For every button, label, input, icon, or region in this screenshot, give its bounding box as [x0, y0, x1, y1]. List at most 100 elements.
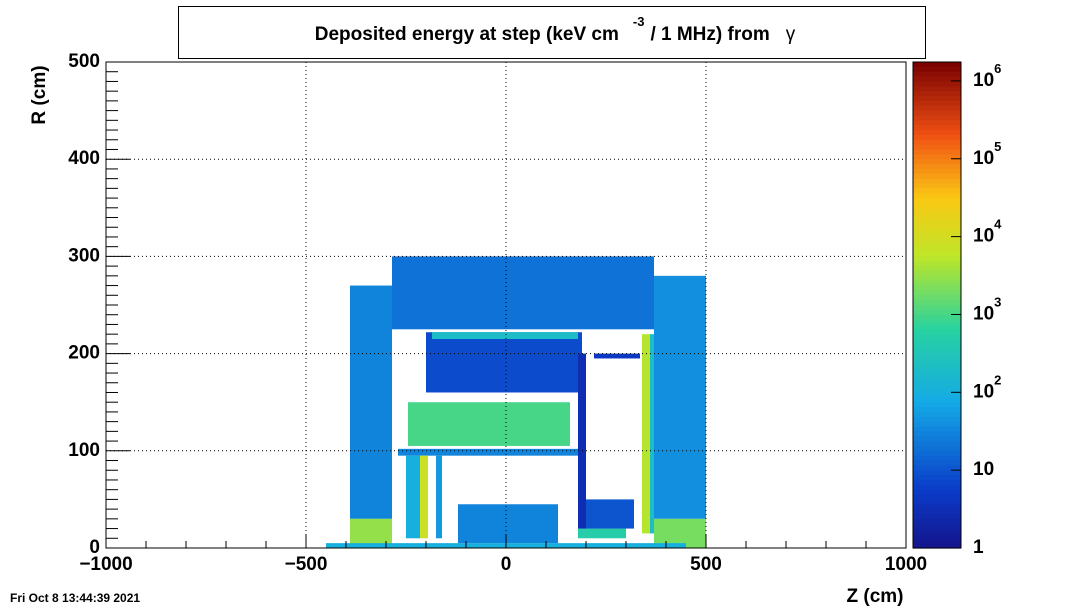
x-tick-label: 0 — [501, 554, 512, 575]
colorbar-tick-label: 103 — [973, 295, 1001, 325]
colorbar-step — [913, 217, 961, 223]
heat-cell — [436, 455, 442, 539]
colorbar-tick-exp: 2 — [994, 373, 1001, 388]
colorbar-tick-label: 10 — [973, 459, 994, 480]
colorbar-step — [913, 329, 961, 335]
colorbar-step — [913, 222, 961, 228]
colorbar-tick-base: 10 — [973, 70, 994, 91]
colorbar-step — [913, 470, 961, 476]
colorbar-step — [913, 368, 961, 374]
colorbar-step — [913, 256, 961, 262]
heat-cell — [420, 455, 428, 539]
colorbar-tick-base: 10 — [973, 226, 994, 247]
colorbar-step — [913, 154, 961, 160]
colorbar-step — [913, 494, 961, 500]
colorbar-step — [913, 173, 961, 180]
colorbar-step — [913, 533, 961, 539]
colorbar-step — [913, 373, 961, 379]
timestamp: Fri Oct 8 13:44:39 2021 — [10, 591, 140, 605]
colorbar-step — [913, 81, 961, 87]
colorbar-step — [913, 134, 961, 141]
colorbar-step — [913, 343, 961, 350]
heat-cell — [408, 402, 570, 446]
x-tick-label: 500 — [690, 554, 722, 575]
colorbar-step — [913, 280, 961, 287]
colorbar-tick-label: 106 — [973, 61, 1001, 91]
colorbar-step — [913, 168, 961, 175]
heat-cell — [594, 353, 640, 359]
colorbar-step — [913, 139, 961, 146]
colorbar-step — [913, 96, 961, 102]
colorbar-step — [913, 450, 961, 457]
y-tick-label: 400 — [68, 148, 100, 169]
heat-cell — [582, 499, 634, 529]
colorbar-step — [913, 159, 961, 165]
colorbar-step — [913, 348, 961, 355]
colorbar-step — [913, 528, 961, 535]
colorbar-step — [913, 110, 961, 117]
colorbar-step — [913, 319, 961, 326]
colorbar-step — [913, 241, 961, 248]
colorbar-tick-label: 105 — [973, 139, 1001, 169]
colorbar-step — [913, 455, 961, 462]
title-rest: / 1 MHz) from — [650, 24, 769, 45]
colorbar-tick-label: 1 — [973, 537, 984, 558]
x-tick-label: −500 — [285, 554, 328, 575]
colorbar-tick-base: 1 — [973, 537, 984, 558]
colorbar-step — [913, 334, 961, 340]
title-particle: γ — [786, 24, 796, 45]
chart-title: Deposited energy at step (keV cm -3 / 1 MH… — [315, 14, 796, 45]
colorbar-step — [913, 407, 961, 413]
colorbar-step — [913, 441, 961, 447]
x-tick-label: −1000 — [79, 554, 132, 575]
colorbar-step — [913, 499, 961, 505]
colorbar-step — [913, 416, 961, 423]
colorbar-step — [913, 305, 961, 311]
colorbar-step — [913, 202, 961, 209]
colorbar-step — [913, 71, 961, 78]
y-tick-label: 100 — [68, 440, 100, 461]
colorbar-step — [913, 193, 961, 199]
x-axis-label: Z (cm) — [847, 586, 904, 607]
colorbar-step — [913, 266, 961, 272]
heat-cell — [392, 256, 654, 330]
colorbar-tick-exp: 5 — [994, 139, 1001, 154]
colorbar-step — [913, 397, 961, 403]
title-box — [178, 6, 926, 59]
y-tick-label: 500 — [68, 51, 100, 72]
colorbar-step — [913, 358, 961, 364]
heat-cell — [458, 504, 558, 544]
x-tick-label: 1000 — [885, 554, 927, 575]
colorbar-step — [913, 130, 961, 136]
colorbar-step — [913, 86, 961, 92]
y-axis-label: R (cm) — [29, 65, 50, 124]
colorbar-step — [913, 324, 961, 330]
colorbar-step — [913, 285, 961, 292]
colorbar-step — [913, 212, 961, 219]
colorbar-step — [913, 100, 961, 107]
colorbar-frame — [912, 61, 962, 549]
colorbar-step — [913, 62, 961, 68]
colorbar-step — [913, 164, 961, 170]
colorbar-step — [913, 290, 961, 296]
colorbar-step — [913, 363, 961, 369]
heat-cell — [426, 332, 582, 393]
colorbar-step — [913, 382, 961, 389]
heat-cell — [398, 448, 580, 456]
colorbar-step — [913, 144, 961, 151]
heat-cell — [406, 455, 420, 539]
colorbar-step — [913, 183, 961, 189]
y-tick-label: 200 — [68, 343, 100, 364]
colorbar-step — [913, 178, 961, 185]
colorbar-tick-exp: 3 — [994, 295, 1001, 310]
colorbar-step — [913, 523, 961, 530]
title-sup: -3 — [633, 14, 645, 29]
colorbar-step — [913, 353, 961, 360]
colorbar-step — [913, 105, 961, 112]
colorbar-step — [913, 377, 961, 384]
colorbar-step — [913, 227, 961, 233]
heat-cell — [578, 528, 626, 539]
colorbar-step — [913, 76, 961, 83]
colorbar-step — [913, 120, 961, 126]
